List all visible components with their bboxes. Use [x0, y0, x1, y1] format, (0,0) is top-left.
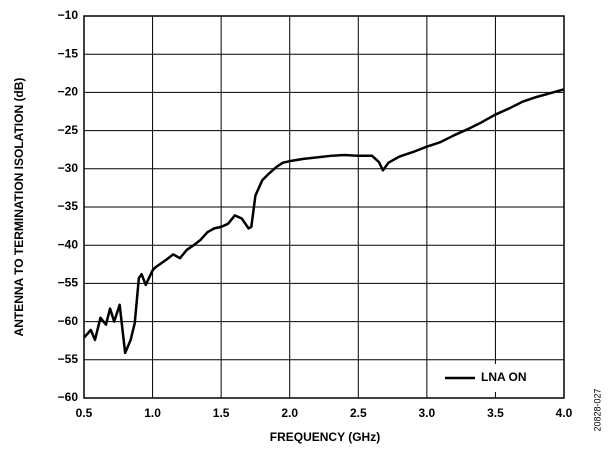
x-tick-label: 1.5 — [213, 406, 230, 420]
y-tick-label: −55 — [58, 276, 79, 290]
x-tick-label: 0.5 — [76, 406, 93, 420]
y-tick-label: −55 — [58, 352, 79, 366]
y-tick-label: −25 — [58, 123, 79, 137]
x-tick-label: 3.5 — [487, 406, 504, 420]
x-tick-label: 2.0 — [281, 406, 298, 420]
figure-id: 20828-027 — [592, 388, 602, 431]
legend-label: LNA ON — [481, 370, 527, 384]
y-tick-label: −10 — [58, 8, 79, 22]
x-tick-label: 4.0 — [556, 406, 573, 420]
y-tick-label: −40 — [58, 237, 79, 251]
x-tick-label: 1.0 — [144, 406, 161, 420]
y-tick-label: −35 — [58, 199, 79, 213]
data-line — [83, 88, 565, 355]
plot-frame — [83, 15, 565, 399]
y-tick-label: −30 — [58, 161, 79, 175]
x-tick-label: 2.5 — [350, 406, 367, 420]
y-tick-label: −15 — [58, 46, 79, 60]
x-tick-label: 3.0 — [419, 406, 436, 420]
y-axis-label: ANTENNA TO TERMINATION ISOLATION (dB) — [12, 78, 26, 337]
y-tick-label: −20 — [58, 85, 79, 99]
y-tick-label: −60 — [58, 390, 79, 404]
y-tick-label: −60 — [58, 314, 79, 328]
x-axis-label: FREQUENCY (GHz) — [270, 430, 380, 444]
